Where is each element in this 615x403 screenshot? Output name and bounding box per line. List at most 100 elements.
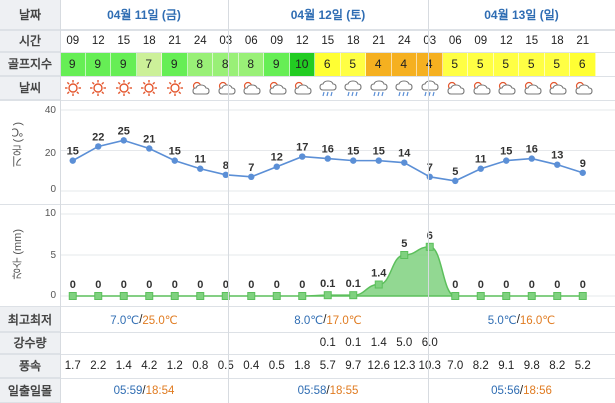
time-cell: 24 — [397, 35, 411, 47]
temp-point — [248, 173, 255, 181]
temp-point — [69, 157, 76, 164]
time-cell: 03 — [423, 35, 437, 47]
temp-value-label: 15 — [373, 146, 385, 158]
time-cell: 18 — [550, 35, 564, 47]
temp-value-label: 12 — [271, 152, 283, 164]
sunrise: 05:59 — [113, 384, 143, 397]
precip-value-label: 0 — [172, 279, 178, 291]
max-temp: 25.0℃ — [142, 314, 178, 327]
partly-cloudy-icon — [269, 81, 287, 95]
wind-cell: 9.7 — [345, 360, 362, 372]
precip-point — [374, 280, 383, 289]
temp-point — [554, 161, 561, 168]
temp-tick-0: 0 — [50, 184, 56, 195]
precip-cell — [264, 332, 290, 354]
temp-value-label: 22 — [92, 131, 104, 143]
precip-value-label: 0 — [70, 279, 76, 291]
precip-value-label: 0 — [503, 279, 509, 291]
precip-point — [145, 292, 154, 300]
time-cell: 09 — [474, 35, 488, 47]
wind-cell: 1.7 — [64, 360, 81, 372]
temp-point — [375, 157, 382, 164]
temp-point — [299, 153, 306, 160]
precip-cell: 0.1 — [319, 337, 336, 349]
wind-cell: 2.2 — [90, 360, 107, 372]
golf-index-cell: 9 — [264, 52, 290, 76]
sun-day3: 05:56/18:56 — [491, 384, 552, 397]
precip-point — [196, 292, 205, 300]
precip-value-label: 0.1 — [346, 278, 361, 290]
precip-value-label: 0 — [95, 279, 101, 291]
golf-index-cell: 9 — [111, 52, 137, 76]
max-temp: 17.0℃ — [326, 314, 362, 327]
partly-cloudy-icon — [473, 81, 491, 95]
precip-cell — [162, 332, 188, 354]
temp-point — [528, 155, 535, 162]
precip-cell — [239, 332, 265, 354]
partly-cloudy-icon — [447, 81, 465, 95]
temp-value-label: 11 — [194, 154, 206, 166]
min-temp: 5.0℃ — [487, 314, 517, 327]
time-cell: 21 — [168, 35, 182, 47]
sun-icon — [64, 80, 81, 96]
wind-cell: 5.2 — [574, 360, 591, 372]
precip-point — [119, 292, 128, 300]
golf-index-cell: 9 — [85, 52, 111, 76]
temp-axis-label: 기온 (℃) — [12, 122, 24, 168]
wind-cell: 5.7 — [319, 360, 336, 372]
date-label: 날짜 — [0, 0, 60, 30]
partly-cloudy-icon — [218, 81, 236, 95]
wind-cell: 0.4 — [243, 360, 260, 372]
precip-point — [94, 292, 103, 300]
precip-point — [502, 292, 511, 300]
temp-value-label: 17 — [296, 142, 308, 154]
temp-point — [579, 169, 586, 176]
temp-value-label: 15 — [67, 146, 79, 158]
row-divider — [0, 204, 615, 205]
precip-point — [451, 292, 460, 300]
temp-value-label: 14 — [398, 148, 411, 160]
row-divider — [0, 30, 615, 31]
wind-cell: 8.2 — [549, 360, 566, 372]
day-divider — [228, 0, 229, 403]
time-cell: 15 — [321, 35, 335, 47]
temp-point — [503, 157, 510, 164]
wind-cell: 8.2 — [472, 360, 489, 372]
golf-index-cell: 7 — [136, 52, 162, 76]
precip-point — [68, 292, 77, 300]
minmax-day2: 8.0℃/17.0℃ — [294, 313, 362, 327]
time-cell: 09 — [270, 35, 284, 47]
temp-point — [95, 143, 102, 150]
row-divider — [0, 100, 615, 101]
temp-value-label: 7 — [427, 162, 433, 174]
time-cell: 12 — [295, 35, 309, 47]
precip-value-label: 0 — [248, 279, 254, 291]
time-cell: 24 — [193, 35, 207, 47]
precip-cell — [60, 332, 86, 354]
precip-point — [170, 292, 179, 300]
golf-index-cell: 5 — [340, 52, 366, 76]
precip-point — [527, 292, 536, 300]
partly-cloudy-icon — [243, 81, 261, 95]
golf-index-cell: 6 — [315, 52, 341, 76]
temp-tick-20: 20 — [44, 148, 56, 159]
temp-value-label: 21 — [143, 133, 155, 145]
precip-tick-10: 10 — [44, 208, 56, 219]
time-cell: 03 — [219, 35, 233, 47]
sun-label: 일출일몰 — [0, 378, 60, 403]
wind-cell: 0.5 — [217, 360, 234, 372]
precip-cell — [86, 332, 112, 354]
temp-axis-area: 기온 (℃) 40 20 0 — [0, 100, 60, 204]
time-cell: 15 — [525, 35, 539, 47]
temp-value-label: 5 — [452, 166, 458, 178]
row-divider — [0, 354, 615, 355]
partly-cloudy-icon — [549, 81, 567, 95]
time-label: 시간 — [0, 30, 60, 52]
temp-value-label: 11 — [475, 154, 487, 166]
precip-value-label: 0 — [146, 279, 152, 291]
precip-point — [553, 292, 562, 300]
wind-cell: 12.3 — [393, 360, 416, 372]
minmax-day3: 5.0℃/16.0℃ — [487, 313, 556, 327]
row-divider — [0, 332, 615, 333]
temp-tick-40: 40 — [44, 105, 56, 116]
